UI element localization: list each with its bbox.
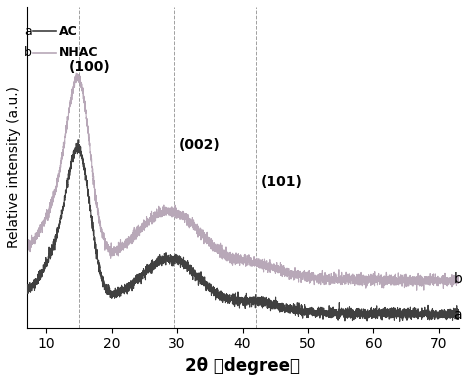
Text: a: a xyxy=(24,25,32,38)
Y-axis label: Relative intensity (a.u.): Relative intensity (a.u.) xyxy=(7,86,21,248)
Text: (002): (002) xyxy=(179,138,221,152)
Text: NHAC: NHAC xyxy=(59,46,99,59)
Text: (101): (101) xyxy=(261,175,303,189)
Text: a: a xyxy=(454,308,462,322)
Text: b: b xyxy=(24,46,32,59)
X-axis label: 2θ （degree）: 2θ （degree） xyxy=(185,357,300,375)
Text: (100): (100) xyxy=(69,60,111,74)
Text: b: b xyxy=(454,272,462,286)
Text: AC: AC xyxy=(59,25,78,38)
